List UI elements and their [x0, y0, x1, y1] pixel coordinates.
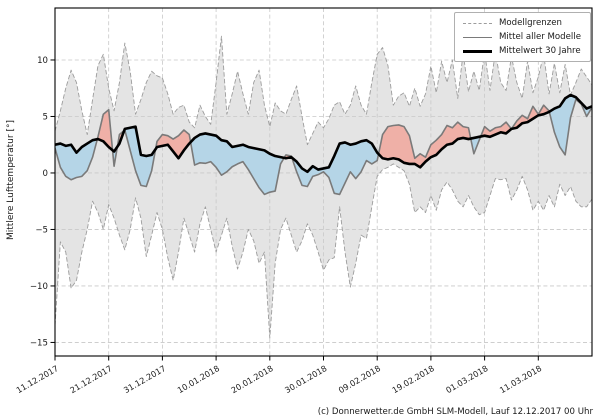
- svg-text:10: 10: [37, 56, 48, 66]
- legend-label: Mittelwert 30 Jahre: [498, 46, 581, 56]
- svg-text:−5: −5: [35, 225, 48, 235]
- legend-item-climatology: Mittelwert 30 Jahre: [462, 46, 581, 56]
- legend-label: Mittel aller Modelle: [498, 32, 581, 42]
- dashed-line-icon: [462, 22, 492, 24]
- svg-text:0: 0: [43, 169, 48, 179]
- svg-text:5: 5: [43, 112, 48, 122]
- gray-line-icon: [462, 36, 492, 38]
- chart-legend: Modellgrenzen Mittel aller Modelle Mitte…: [453, 12, 591, 62]
- y-axis-label: Mittlere Lufttemperatur [°]: [6, 120, 16, 240]
- copyright-credit: (c) Donnerwetter.de GmbH SLM-Modell, Lau…: [317, 407, 593, 417]
- svg-text:−15: −15: [30, 338, 48, 348]
- svg-text:−10: −10: [30, 282, 48, 292]
- legend-label: Modellgrenzen: [498, 18, 562, 28]
- legend-item-model-mean: Mittel aller Modelle: [462, 32, 581, 42]
- black-line-icon: [462, 49, 492, 53]
- legend-item-model-bounds: Modellgrenzen: [462, 18, 581, 28]
